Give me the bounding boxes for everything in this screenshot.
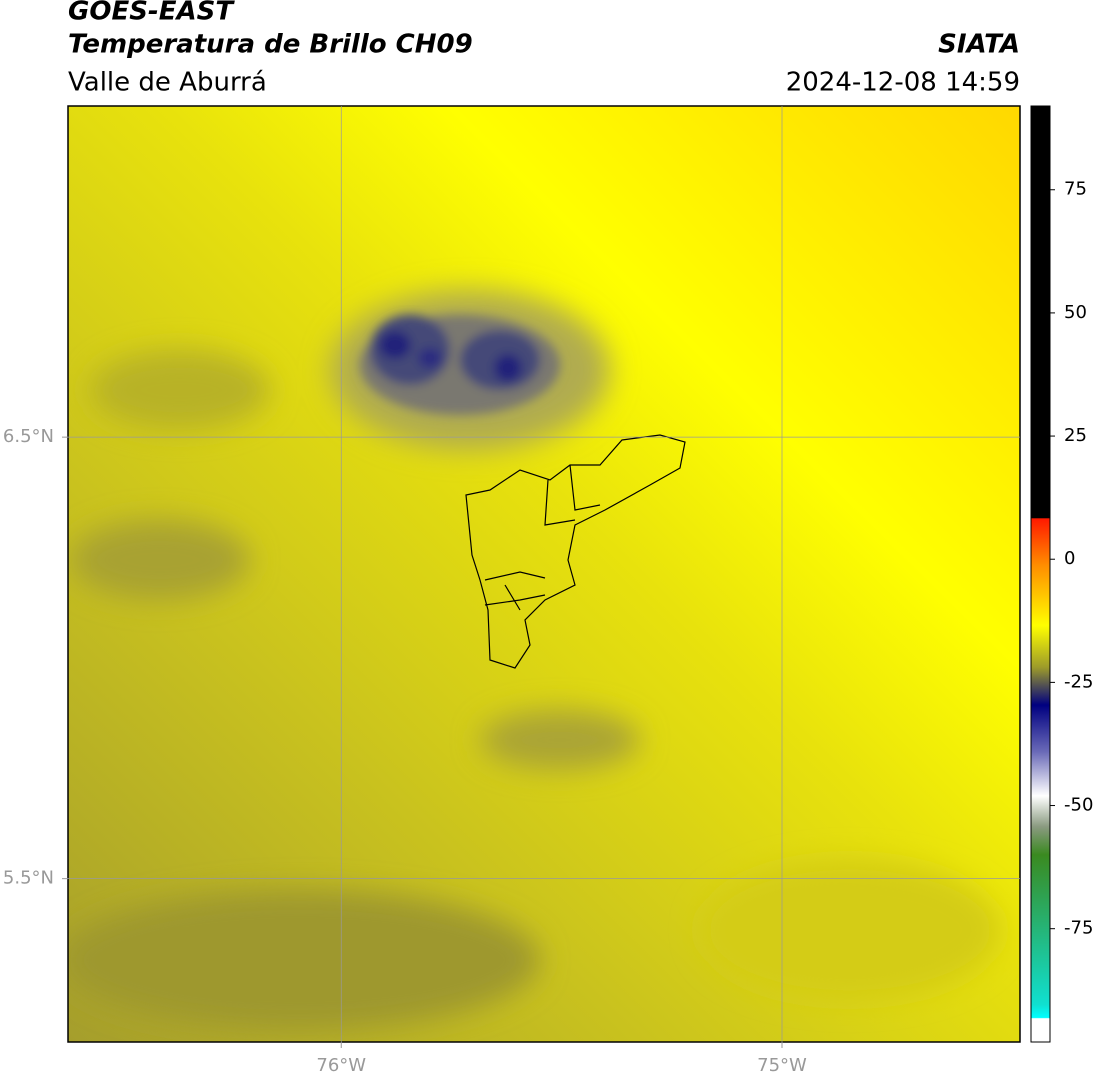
x-tick-label: 76°W [316,1055,366,1076]
x-tick-label: 75°W [757,1055,807,1076]
map-image [68,106,1020,1042]
source: SIATA [938,30,1020,60]
colorbar-tick-label: 0 [1064,548,1075,569]
map-frame [67,105,1021,1043]
colorbar-tick-label: 25 [1064,425,1087,446]
colorbar-tick-label: -50 [1064,795,1093,816]
subtitle: Temperatura de Brillo CH09 [68,30,473,60]
y-tick-label: 6.5°N [3,426,54,447]
colorbar-tick-label: -25 [1064,671,1093,692]
colorbar-tick-label: 50 [1064,302,1087,323]
datetime: 2024-12-08 14:59 [786,68,1020,98]
y-tick-label: 5.5°N [3,868,54,889]
region: Valle de Aburrá [68,68,267,98]
colorbar [1030,105,1051,1043]
colorbar-tick-label: -75 [1064,918,1093,939]
colorbar-tick-label: 75 [1064,179,1087,200]
title: GOES-EAST [68,0,235,27]
